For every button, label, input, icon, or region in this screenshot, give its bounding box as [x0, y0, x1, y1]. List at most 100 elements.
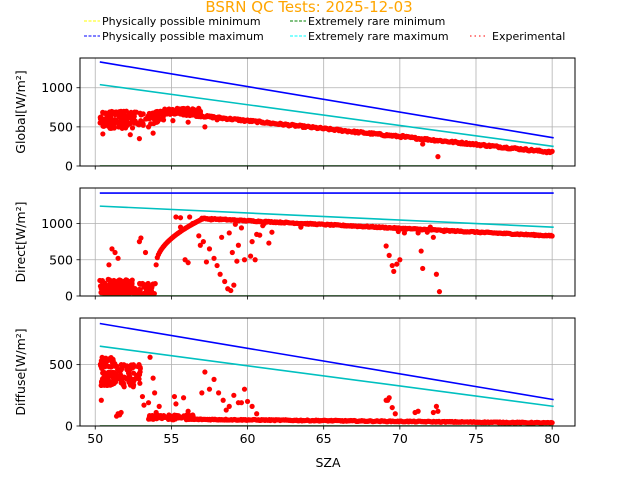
y-tick-label: 500: [49, 119, 73, 134]
x-tick-label: 55: [163, 431, 179, 446]
data-point: [430, 409, 436, 416]
data-point: [121, 278, 127, 284]
data-point: [130, 362, 137, 368]
data-point: [151, 120, 157, 127]
data-point: [241, 386, 248, 392]
data-point: [199, 216, 205, 222]
data-point: [435, 408, 441, 414]
data-point: [202, 124, 208, 130]
data-point: [143, 286, 149, 292]
chart-title: BSRN QC Tests: 2025-12-03: [205, 0, 412, 16]
data-point: [140, 122, 146, 128]
data-point: [266, 240, 272, 246]
data-point: [211, 376, 217, 382]
data-point: [133, 109, 140, 115]
data-point: [121, 362, 127, 368]
data-point: [106, 277, 113, 283]
legend: Physically possible minimum Extremely rar…: [84, 15, 565, 43]
data-point: [185, 119, 191, 125]
data-point: [200, 239, 206, 245]
y-tick-label: 0: [65, 159, 73, 174]
data-point: [203, 259, 210, 265]
data-point: [126, 284, 132, 290]
data-point: [435, 154, 441, 160]
data-point: [98, 397, 104, 403]
series-line: [99, 205, 554, 228]
data-point: [111, 376, 117, 382]
data-point: [165, 413, 171, 419]
y-axis-label: Global[W/m²]: [13, 70, 28, 153]
data-point: [397, 257, 403, 263]
x-axis-label: SZA: [315, 455, 340, 470]
legend-entry: Physically possible maximum: [84, 30, 264, 43]
data-point: [126, 121, 133, 127]
data-point: [173, 214, 179, 220]
data-point: [111, 369, 117, 376]
data-point: [115, 255, 121, 261]
data-point: [427, 224, 433, 230]
plot-area: [97, 322, 555, 426]
data-point: [549, 420, 555, 426]
data-point: [235, 242, 241, 248]
y-axis-label: Direct[W/m²]: [13, 202, 28, 283]
legend-label: Extremely rare minimum: [308, 15, 445, 28]
data-point: [197, 242, 203, 248]
data-point: [247, 253, 254, 259]
plot-area: [97, 61, 555, 166]
series-line: [99, 322, 554, 401]
data-point: [161, 414, 167, 420]
data-point: [424, 229, 430, 235]
data-point: [137, 380, 143, 386]
y-tick-label: 500: [49, 357, 73, 372]
data-point: [121, 288, 127, 294]
data-point: [146, 416, 152, 422]
data-point: [196, 233, 202, 239]
data-point: [441, 228, 447, 235]
data-point: [228, 287, 234, 294]
data-point: [139, 393, 146, 400]
data-point: [183, 412, 189, 418]
data-point: [98, 118, 104, 125]
data-point: [241, 118, 248, 124]
data-point: [211, 255, 217, 261]
y-tick-label: 1000: [41, 80, 73, 95]
x-tick-label: 65: [316, 431, 332, 446]
data-point: [117, 118, 124, 125]
data-point: [199, 390, 205, 396]
data-point: [241, 257, 248, 263]
data-point: [430, 234, 436, 240]
data-point: [122, 125, 129, 131]
data-point: [127, 132, 133, 138]
axes-frame: [79, 187, 576, 297]
data-point: [133, 291, 139, 296]
data-point: [391, 268, 397, 274]
legend-entry: Extremely rare maximum: [290, 30, 449, 43]
data-point: [136, 239, 142, 245]
x-tick-label: 60: [240, 431, 256, 446]
data-point: [389, 262, 395, 269]
data-point: [100, 355, 107, 362]
data-point: [118, 409, 124, 416]
data-point: [103, 285, 110, 292]
data-point: [383, 243, 389, 249]
data-point: [249, 403, 255, 409]
data-point: [125, 288, 132, 294]
data-point: [173, 412, 180, 419]
data-point: [138, 112, 144, 118]
data-point: [150, 130, 156, 136]
data-point: [147, 354, 153, 360]
data-point: [110, 122, 117, 128]
data-point: [106, 282, 112, 288]
data-point: [131, 286, 137, 292]
data-point: [129, 125, 136, 131]
data-point: [102, 110, 109, 116]
data-point: [146, 116, 153, 122]
data-point: [123, 117, 129, 123]
data-point: [119, 110, 125, 116]
data-point: [106, 123, 112, 129]
data-point: [173, 401, 179, 407]
data-point: [214, 262, 220, 269]
plot-area: [97, 192, 555, 296]
data-point: [202, 369, 208, 375]
legend-label: Experimental: [492, 30, 565, 43]
